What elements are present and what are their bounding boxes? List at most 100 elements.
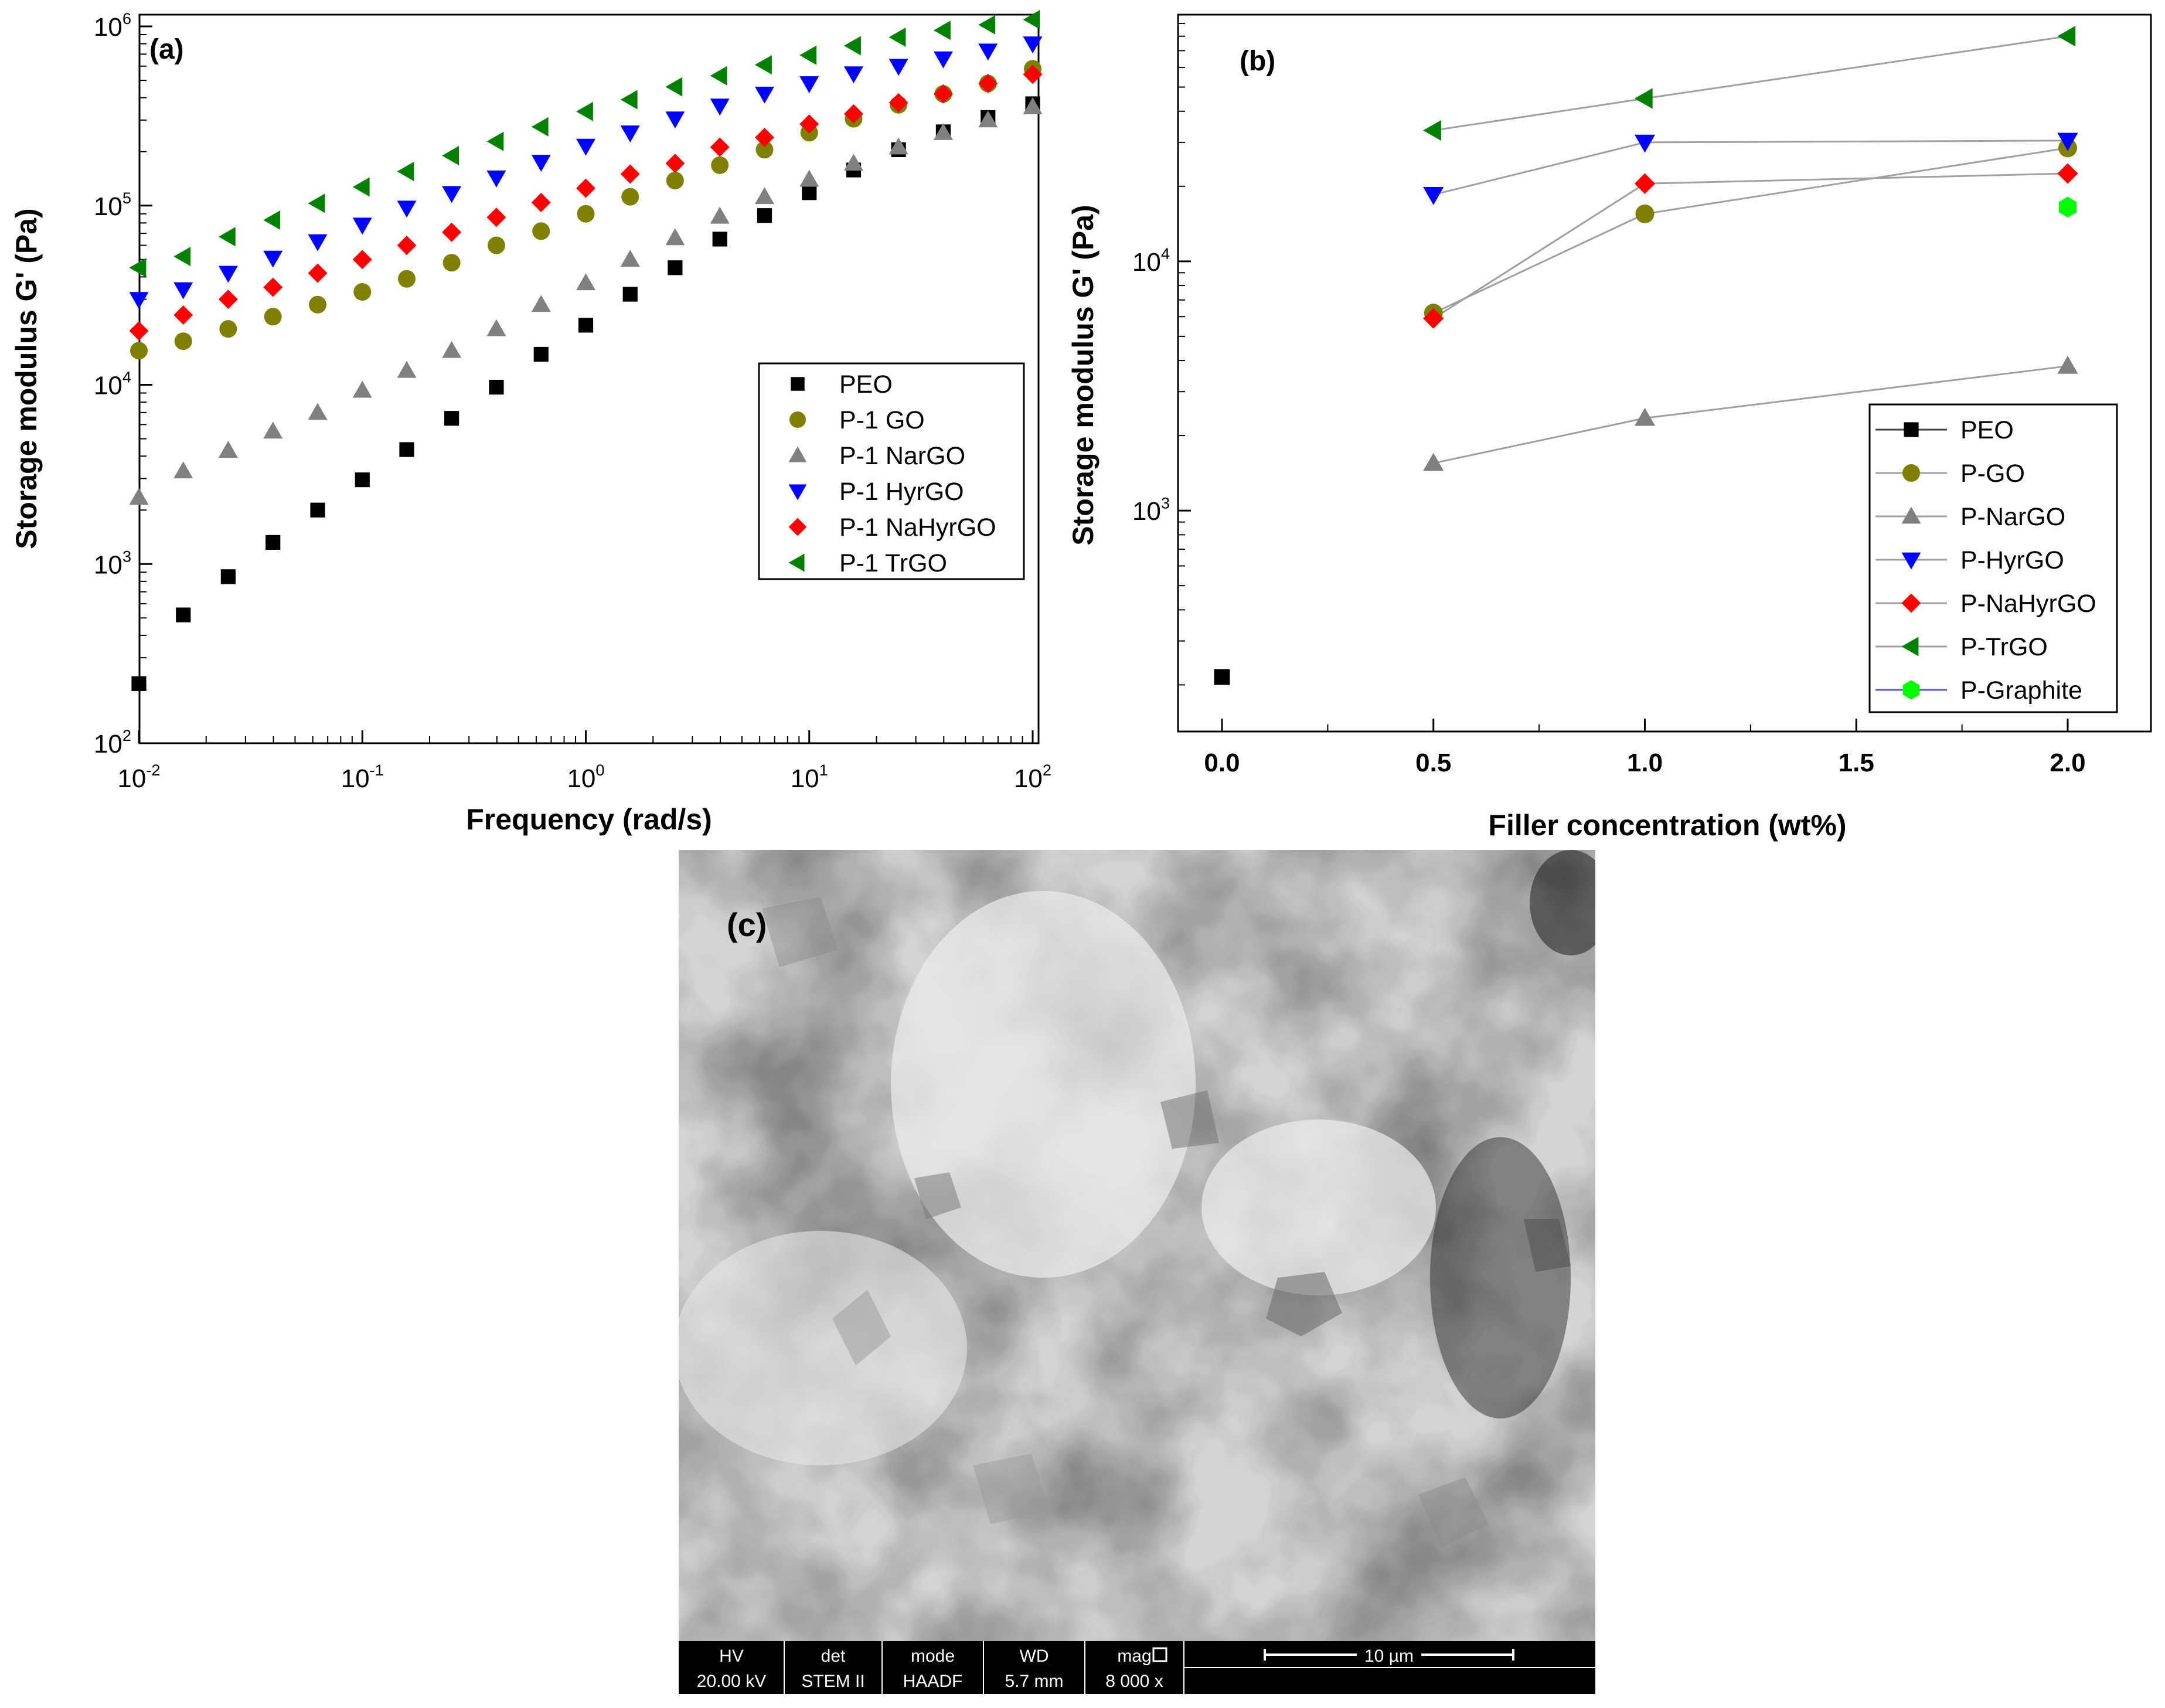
panel-a-point-p-1-nargo bbox=[710, 206, 730, 224]
panel-a-point-p-1-hyrgo bbox=[755, 86, 775, 104]
panel-a-point-peo bbox=[668, 260, 683, 275]
panel-a-label: (a) bbox=[149, 34, 184, 65]
panel-b-x-tick-label: 0.5 bbox=[1415, 748, 1451, 777]
panel-b-plot-frame bbox=[1177, 13, 2152, 733]
panel-a-y-tick-label: 103 bbox=[94, 547, 131, 579]
panel-b-y-axis-title: Storage modulus G' (Pa) bbox=[1067, 205, 1099, 545]
panel-b-chart: 0.0 0.5 1.0 1.5 2.0 103 104 (b) Filler concent… bbox=[1067, 13, 2152, 842]
panel-b-legend-entries: PEO P-GO P-NarGO P-HyrGO P-NaHyrGO P-TrGO P-Gr… bbox=[1875, 416, 2096, 705]
panel-a-point-peo bbox=[265, 535, 281, 550]
stem-image bbox=[679, 850, 1595, 1641]
panel-a-point-p-1-nargo bbox=[799, 169, 819, 187]
panel-a-point-p-1-nahyrgo bbox=[799, 114, 819, 134]
panel-a-point-p-1-hyrgo bbox=[576, 138, 595, 156]
panel-b-legend-marker-p-trgo bbox=[1901, 637, 1919, 656]
panel-a-point-p-1-go bbox=[577, 205, 595, 223]
panel-a-point-p-1-go bbox=[532, 222, 550, 240]
mag-box-icon bbox=[1152, 1647, 1167, 1662]
panel-a-point-p-1-nargo bbox=[486, 319, 506, 336]
panel-b-point-p-trgo bbox=[1634, 88, 1653, 109]
panel-a-point-p-1-hyrgo bbox=[978, 43, 998, 61]
panel-a-point-p-1-nahyrgo bbox=[889, 93, 908, 113]
panel-a-point-p-1-go bbox=[174, 332, 192, 351]
panel-a-point-p-1-nahyrgo bbox=[352, 250, 372, 270]
panel-a-point-peo bbox=[220, 569, 236, 584]
panel-b-x-axis-title: Filler concentration (wt%) bbox=[1488, 809, 1846, 842]
panel-a-point-p-1-hyrgo bbox=[397, 200, 417, 218]
panel-a-point-p-1-nahyrgo bbox=[843, 104, 863, 124]
panel-a-point-p-1-nargo bbox=[263, 421, 283, 439]
panel-b-point-p-nahyrgo bbox=[1423, 308, 1444, 329]
panel-b-legend-marker-p-nargo bbox=[1901, 506, 1921, 524]
panel-a-point-p-1-trgo bbox=[263, 210, 281, 230]
panel-a-axes-ticks: 10-2 10-1 100 101 102 102 103 104 105 106 bbox=[94, 9, 1051, 793]
panel-b-legend-marker-p-graphite bbox=[1902, 680, 1920, 700]
panel-a-point-p-1-nargo bbox=[665, 228, 685, 246]
panel-a-point-p-1-go bbox=[711, 156, 729, 174]
panel-b-legend-label-p-nahyrgo: P-NaHyrGO bbox=[1960, 590, 2096, 618]
panel-b-line-p-nahyrgo bbox=[1432, 172, 2068, 319]
panel-b-data-marks bbox=[1214, 26, 2078, 685]
panel-a-point-p-1-nahyrgo bbox=[397, 236, 417, 256]
panel-a-point-p-1-hyrgo bbox=[173, 282, 193, 300]
panel-a-point-p-1-trgo bbox=[531, 117, 549, 137]
panel-a-point-p-1-nargo bbox=[442, 341, 462, 358]
panel-b-point-p-nargo bbox=[1423, 452, 1444, 471]
panel-b-legend-label-p-graphite: P-Graphite bbox=[1960, 676, 2082, 705]
panel-a-point-peo bbox=[444, 411, 459, 426]
panel-a-point-p-1-go bbox=[442, 254, 461, 272]
panel-b-point-p-nahyrgo bbox=[2057, 163, 2078, 184]
panel-a-point-p-1-go bbox=[353, 283, 372, 301]
panel-a-point-p-1-hyrgo bbox=[129, 292, 149, 309]
panel-b-line-p-go bbox=[1433, 147, 2068, 314]
panel-a-y-tick-label: 104 bbox=[94, 368, 131, 400]
panel-a-legend-label-p-1-go: P-1 GO bbox=[839, 406, 925, 434]
panel-a-point-p-1-nahyrgo bbox=[1023, 64, 1043, 84]
panel-a-point-p-1-trgo bbox=[352, 177, 370, 197]
panel-a-point-p-1-nahyrgo bbox=[665, 154, 685, 173]
panel-a-point-p-1-nargo bbox=[1023, 97, 1043, 114]
panel-b-point-p-graphite bbox=[2058, 196, 2077, 217]
panel-a-point-p-1-hyrgo bbox=[889, 59, 908, 76]
panel-b-legend-label-p-hyrgo: P-HyrGO bbox=[1960, 546, 2064, 574]
panel-b-y-tick-label: 104 bbox=[1132, 244, 1170, 277]
panel-b-point-p-nahyrgo bbox=[1634, 173, 1656, 194]
panel-a-legend-label-peo: PEO bbox=[839, 370, 893, 399]
panel-a-x-tick-label: 101 bbox=[791, 761, 828, 793]
panel-a-x-tick-label: 10-2 bbox=[117, 761, 160, 793]
panel-a-point-p-1-nargo bbox=[173, 461, 193, 479]
panel-b-point-p-nargo bbox=[1634, 407, 1656, 426]
panel-a-point-peo bbox=[533, 346, 549, 362]
panel-a-point-p-1-trgo bbox=[442, 146, 459, 166]
panel-a-y-tick-label: 102 bbox=[94, 726, 131, 758]
panel-a-point-p-1-trgo bbox=[308, 193, 325, 213]
panel-a-chart: 10-2 10-1 100 101 102 102 103 104 105 106 (a) Fre… bbox=[10, 9, 1051, 836]
panel-b-point-peo bbox=[1214, 669, 1230, 685]
panel-a-point-p-1-go bbox=[219, 320, 237, 338]
panel-b-legend-marker-p-go bbox=[1902, 464, 1920, 482]
panel-b-point-p-go bbox=[1635, 204, 1655, 223]
panel-a-point-p-1-hyrgo bbox=[665, 111, 685, 129]
panel-a-point-p-1-nahyrgo bbox=[129, 321, 149, 341]
panel-b-line-p-trgo bbox=[1433, 35, 2068, 132]
panel-a-point-p-1-go bbox=[309, 295, 327, 314]
panel-a-point-p-1-nahyrgo bbox=[755, 128, 775, 148]
panel-b-point-p-hyrgo bbox=[1634, 134, 1656, 153]
info-bar-value-mag: 8 000 x bbox=[1105, 1672, 1163, 1691]
panel-a-point-p-1-nahyrgo bbox=[308, 263, 328, 283]
info-bar-value-hv: 20.00 kV bbox=[697, 1672, 766, 1691]
panel-a-data-marks bbox=[129, 10, 1043, 691]
panel-a-point-peo bbox=[622, 287, 638, 302]
panel-a-point-p-1-nargo bbox=[352, 380, 372, 398]
info-bar-header-mag: mag bbox=[1117, 1646, 1151, 1666]
panel-b-x-tick-label: 2.0 bbox=[2050, 748, 2085, 777]
panel-a-point-p-1-nargo bbox=[531, 295, 551, 312]
panel-a-point-p-1-hyrgo bbox=[933, 51, 953, 69]
panel-a-point-p-1-nahyrgo bbox=[978, 73, 998, 93]
panel-a-point-p-1-nahyrgo bbox=[442, 222, 462, 242]
panel-a-point-p-1-go bbox=[755, 141, 774, 159]
panel-b-y-tick-label: 103 bbox=[1132, 494, 1170, 526]
panel-a-point-p-1-nargo bbox=[843, 154, 863, 171]
info-bar-header-hv: HV bbox=[719, 1646, 744, 1666]
panel-b-series-lines bbox=[1432, 35, 2068, 464]
